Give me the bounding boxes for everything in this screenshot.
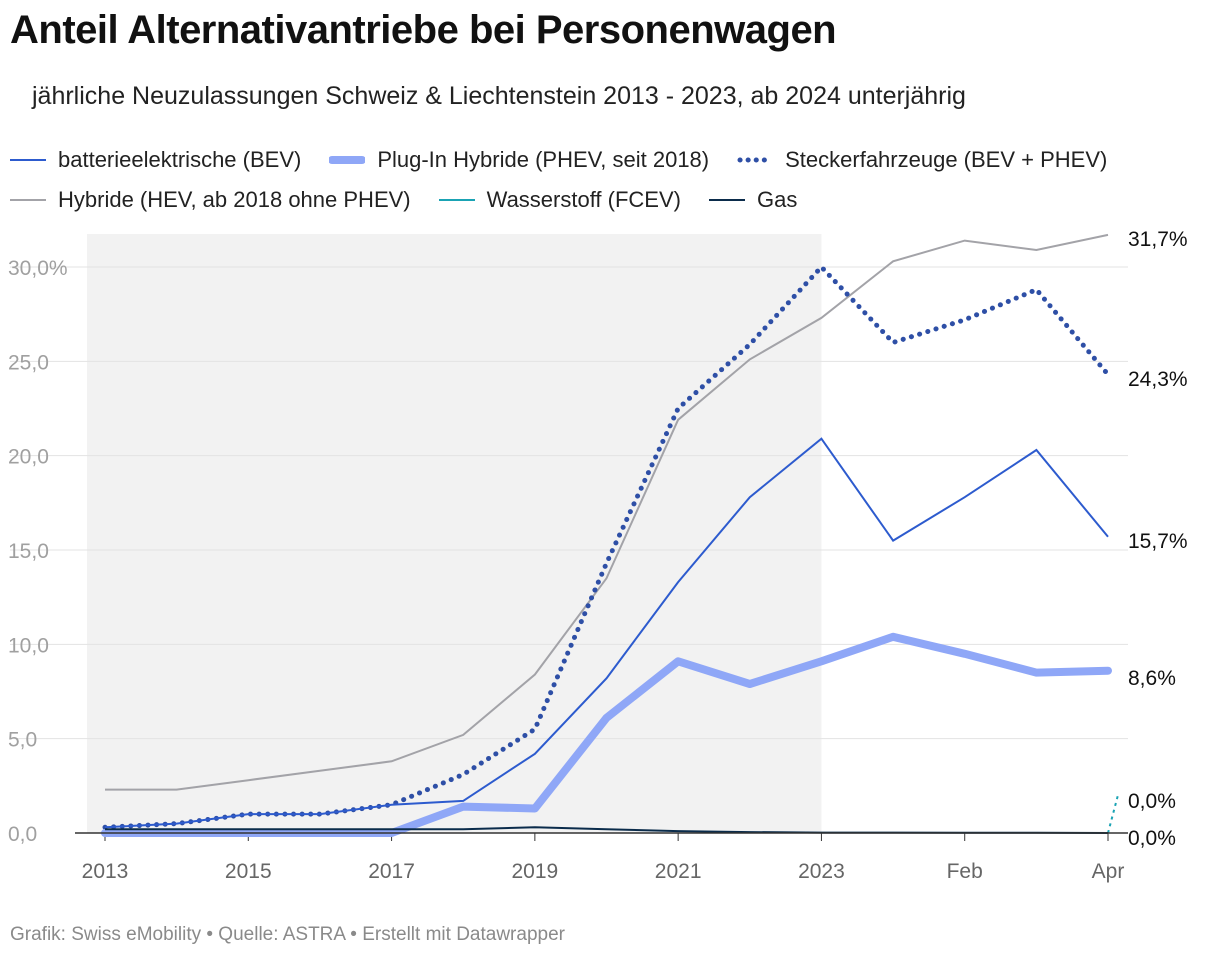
x-tick-label: 2017 xyxy=(368,860,415,883)
end-label: 15,7% xyxy=(1128,530,1188,553)
end-label: 24,3% xyxy=(1128,368,1188,391)
legend-label-hev: Hybride (HEV, ab 2018 ohne PHEV) xyxy=(58,187,411,212)
legend-item-bev: batterieelektrische (BEV) xyxy=(10,147,301,173)
x-tick-label: Apr xyxy=(1092,860,1125,883)
legend-swatch-phev xyxy=(329,154,366,166)
x-tick-label: 2019 xyxy=(511,860,558,883)
series-line-4 xyxy=(1107,794,1119,834)
y-tick-label: 0,0 xyxy=(8,823,37,846)
y-tick-label: 5,0 xyxy=(8,729,37,752)
annual-period-shading xyxy=(87,234,822,833)
legend-label-bev: batterieelektrische (BEV) xyxy=(58,147,302,172)
legend-item-phev: Plug-In Hybride (PHEV, seit 2018) xyxy=(329,147,709,173)
x-tick-label: 2013 xyxy=(82,860,129,883)
y-tick-label: 15,0 xyxy=(8,540,49,563)
line-chart: 0,0 5,0 10,0 15,0 20,0 25,0 30,0% 2013 2015 2017 2… xyxy=(8,228,1188,883)
legend-swatch-plugin xyxy=(737,154,773,166)
legend-label-phev: Plug-In Hybride (PHEV, seit 2018) xyxy=(377,147,710,172)
legend-swatch-hev xyxy=(10,194,46,206)
x-tick-label: 2021 xyxy=(655,860,702,883)
legend-label-plugin: Steckerfahrzeuge (BEV + PHEV) xyxy=(785,147,1108,172)
chart-area: 0,0 5,0 10,0 15,0 20,0 25,0 30,0% 2013 2015 2017 2… xyxy=(0,220,1220,900)
x-tick-label: 2015 xyxy=(225,860,272,883)
series-line-2 xyxy=(104,437,1109,829)
legend-swatch-bev xyxy=(10,154,46,166)
y-tick-label: 10,0 xyxy=(8,634,49,657)
legend-item-fcev: Wasserstoff (FCEV) xyxy=(438,187,681,213)
legend-row-1: batterieelektrische (BEV) Plug-In Hybrid… xyxy=(10,140,1210,180)
legend-swatch-fcev xyxy=(438,194,475,206)
y-tick-label: 20,0 xyxy=(8,446,49,469)
y-tick-label: 30,0% xyxy=(8,257,68,280)
end-label: 31,7% xyxy=(1128,228,1188,251)
series-line-0 xyxy=(105,233,1109,791)
x-tick-label: 2023 xyxy=(798,860,845,883)
end-label: 0,0% xyxy=(1128,827,1176,850)
chart-subtitle: jährliche Neuzulassungen Schweiz & Liech… xyxy=(32,82,966,110)
chart-title: Anteil Alternativantriebe bei Personenwa… xyxy=(10,8,837,52)
chart-legend: batterieelektrische (BEV) Plug-In Hybrid… xyxy=(10,140,1210,220)
legend-label-fcev: Wasserstoff (FCEV) xyxy=(486,187,681,212)
legend-item-gas: Gas xyxy=(708,187,798,213)
legend-item-hev: Hybride (HEV, ab 2018 ohne PHEV) xyxy=(10,187,411,213)
y-tick-label: 25,0 xyxy=(8,351,49,374)
chart-footer: Grafik: Swiss eMobility • Quelle: ASTRA … xyxy=(10,924,565,945)
x-tick-label: Feb xyxy=(947,860,983,883)
legend-label-gas: Gas xyxy=(756,187,798,212)
legend-row-2: Hybride (HEV, ab 2018 ohne PHEV) Wassers… xyxy=(10,180,1210,220)
legend-item-plugin: Steckerfahrzeuge (BEV + PHEV) xyxy=(737,147,1107,173)
end-label: 0,0% xyxy=(1128,790,1176,813)
end-label: 8,6% xyxy=(1128,667,1176,690)
legend-swatch-gas xyxy=(708,194,745,206)
